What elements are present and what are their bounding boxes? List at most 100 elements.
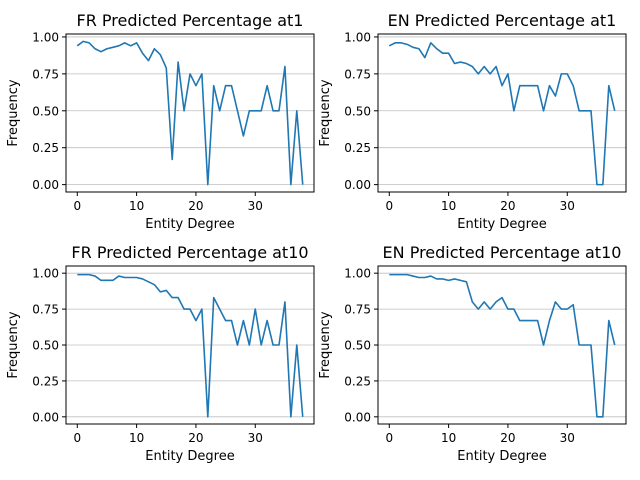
data-point — [230, 84, 232, 86]
data-point — [525, 319, 527, 321]
series-line — [77, 273, 304, 418]
data-point — [171, 296, 173, 298]
data-point — [459, 61, 461, 63]
chart-title: FR Predicted Percentage at10 — [71, 243, 308, 262]
y-axis-label: Frequency — [6, 79, 21, 146]
data-point — [406, 43, 408, 45]
data-point — [230, 319, 232, 321]
data-point — [542, 110, 544, 112]
data-point — [207, 416, 209, 418]
data-point — [106, 48, 108, 50]
x-tick-label: 20 — [188, 431, 203, 445]
y-tick-label: 1.00 — [344, 30, 371, 44]
data-point — [424, 276, 426, 278]
data-point — [94, 48, 96, 50]
data-point — [236, 110, 238, 112]
data-point — [207, 183, 209, 185]
data-point — [507, 73, 509, 75]
data-point — [242, 319, 244, 321]
data-point — [477, 308, 479, 310]
data-point — [477, 73, 479, 75]
x-tick-label: 10 — [129, 199, 144, 213]
data-point — [147, 281, 149, 283]
data-point — [388, 45, 390, 47]
data-point — [530, 84, 532, 86]
data-point — [441, 52, 443, 54]
data-point — [272, 344, 274, 346]
x-axis-label: Entity Degree — [145, 217, 234, 232]
data-point — [201, 308, 203, 310]
data-point — [447, 279, 449, 281]
data-point — [248, 110, 250, 112]
data-point — [572, 304, 574, 306]
data-point — [548, 84, 550, 86]
data-point — [412, 46, 414, 48]
data-point — [213, 84, 215, 86]
data-point — [195, 84, 197, 86]
data-point — [513, 308, 515, 310]
y-tick-label: 0.25 — [344, 374, 371, 388]
data-point — [584, 110, 586, 112]
chart-title: FR Predicted Percentage at1 — [77, 11, 304, 30]
data-point — [153, 48, 155, 50]
x-tick-label: 20 — [500, 199, 515, 213]
data-point — [112, 46, 114, 48]
data-point — [189, 73, 191, 75]
data-point — [424, 56, 426, 58]
x-tick-label: 0 — [73, 431, 81, 445]
data-point — [260, 110, 262, 112]
data-point — [548, 319, 550, 321]
data-point — [400, 42, 402, 44]
data-point — [118, 45, 120, 47]
data-point — [82, 273, 84, 275]
data-point — [129, 276, 131, 278]
data-point — [195, 319, 197, 321]
data-point — [418, 48, 420, 50]
data-point — [412, 275, 414, 277]
x-tick-label: 0 — [73, 199, 81, 213]
data-point — [614, 110, 616, 112]
data-point — [278, 110, 280, 112]
data-point — [82, 40, 84, 42]
y-tick-label: 1.00 — [32, 30, 59, 44]
y-tick-label: 0.75 — [344, 67, 371, 81]
data-point — [578, 344, 580, 346]
data-point — [489, 73, 491, 75]
data-point — [112, 279, 114, 281]
data-point — [141, 278, 143, 280]
data-point — [590, 344, 592, 346]
data-point — [183, 110, 185, 112]
series-line — [388, 42, 616, 186]
data-point — [224, 84, 226, 86]
y-tick-label: 0.50 — [344, 104, 371, 118]
data-point — [100, 279, 102, 281]
y-tick-label: 0.00 — [32, 410, 59, 424]
data-point — [213, 296, 215, 298]
data-point — [272, 110, 274, 112]
data-point — [266, 84, 268, 86]
data-point — [242, 135, 244, 137]
data-point — [88, 42, 90, 44]
data-point — [171, 158, 173, 160]
data-point — [201, 73, 203, 75]
data-point — [453, 62, 455, 64]
data-point — [501, 84, 503, 86]
data-point — [602, 183, 604, 185]
data-point — [141, 52, 143, 54]
data-point — [596, 183, 598, 185]
data-point — [302, 183, 304, 185]
y-axis-label: Frequency — [318, 79, 333, 146]
x-tick-label: 10 — [129, 431, 144, 445]
data-point — [436, 48, 438, 50]
x-tick-label: 30 — [248, 431, 263, 445]
data-point — [572, 84, 574, 86]
series-line — [389, 273, 616, 418]
y-tick-label: 0.50 — [32, 104, 59, 118]
data-point — [536, 84, 538, 86]
x-tick-label: 20 — [188, 199, 203, 213]
data-point — [153, 283, 155, 285]
data-point — [129, 45, 131, 47]
data-point — [465, 281, 467, 283]
x-tick-label: 30 — [560, 199, 575, 213]
data-point — [88, 273, 90, 275]
